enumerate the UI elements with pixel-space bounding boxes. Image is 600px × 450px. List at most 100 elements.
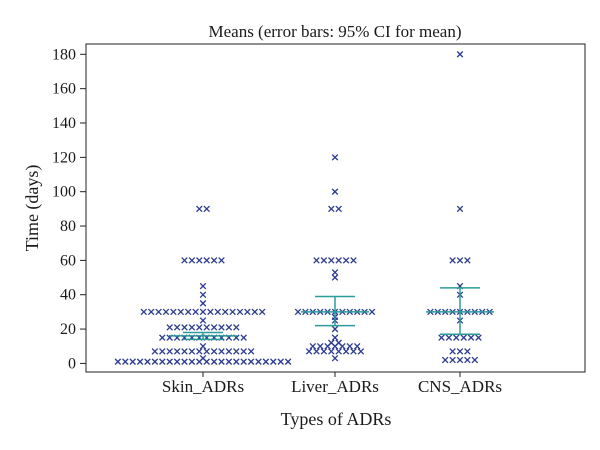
data-point — [441, 356, 449, 364]
data-point — [218, 324, 225, 331]
data-point — [456, 205, 464, 213]
data-point — [357, 348, 365, 355]
data-point — [199, 300, 207, 307]
data-point — [199, 342, 207, 350]
x-axis-label: Types of ADRs — [281, 409, 392, 429]
data-point — [456, 348, 464, 355]
data-point — [313, 348, 320, 355]
data-point — [453, 334, 460, 341]
data-point — [331, 154, 339, 161]
data-point — [181, 348, 188, 355]
data-point — [342, 257, 350, 264]
data-point — [196, 324, 203, 331]
data-point — [368, 308, 376, 316]
y-tick-label: 80 — [60, 218, 76, 235]
data-point — [309, 342, 317, 350]
data-point — [173, 324, 181, 331]
data-point — [277, 358, 284, 365]
data-point — [353, 342, 361, 350]
data-point — [270, 358, 277, 365]
data-point — [203, 348, 210, 355]
data-point — [460, 334, 467, 341]
data-point — [233, 358, 240, 365]
data-point — [151, 358, 159, 365]
data-point — [177, 308, 185, 316]
data-point — [199, 291, 207, 298]
data-point — [331, 188, 339, 195]
data-point — [184, 308, 192, 316]
data-point — [328, 348, 335, 355]
data-point — [192, 308, 199, 316]
data-point — [181, 257, 188, 264]
data-point — [136, 358, 144, 365]
y-tick-label: 60 — [60, 252, 76, 269]
data-point — [438, 334, 445, 341]
data-point — [316, 342, 324, 350]
data-point — [221, 308, 229, 316]
data-point — [225, 348, 233, 355]
data-point — [240, 348, 247, 355]
data-point — [199, 317, 207, 324]
data-point — [210, 324, 218, 331]
data-point — [456, 51, 464, 58]
data-point — [207, 308, 214, 316]
data-point — [210, 358, 218, 365]
data-point — [313, 257, 320, 264]
data-point — [464, 356, 471, 364]
data-point — [475, 334, 482, 341]
data-point — [445, 334, 453, 341]
data-point — [159, 348, 166, 355]
data-point — [335, 257, 342, 264]
data-point — [196, 257, 203, 264]
data-point — [166, 358, 173, 365]
data-point — [467, 334, 475, 341]
data-point — [181, 358, 188, 365]
data-point — [233, 348, 240, 355]
data-point — [159, 358, 166, 365]
ci-marker-1 — [301, 295, 369, 327]
data-point — [233, 324, 240, 331]
ci-marker-0 — [169, 331, 237, 341]
x-tick-label: Liver_ADRs — [291, 377, 379, 396]
data-point — [335, 205, 342, 213]
data-point — [331, 274, 339, 281]
y-tick-label: 180 — [52, 46, 76, 63]
data-point — [225, 358, 233, 365]
data-point — [331, 355, 339, 362]
data-point — [188, 348, 196, 355]
ci-markers — [169, 287, 494, 341]
data-point — [328, 205, 335, 213]
data-point — [173, 358, 181, 365]
data-point — [320, 348, 328, 355]
data-point — [159, 334, 166, 341]
x-tick-label: CNS_ADRs — [418, 377, 502, 396]
data-point — [203, 358, 210, 365]
data-point — [244, 308, 251, 316]
data-point — [199, 282, 207, 290]
y-tick-label: 160 — [52, 81, 76, 98]
data-point — [331, 269, 339, 276]
data-point — [339, 342, 346, 350]
data-point — [170, 308, 177, 316]
data-point — [335, 348, 342, 355]
data-point — [218, 358, 225, 365]
data-point — [214, 308, 222, 316]
data-point — [203, 205, 210, 213]
data-point — [464, 257, 471, 264]
data-point — [196, 205, 203, 213]
data-point — [218, 348, 225, 355]
data-point — [210, 257, 218, 264]
data-point — [324, 342, 331, 350]
data-point — [155, 308, 162, 316]
data-point — [471, 356, 479, 364]
data-point — [188, 257, 196, 264]
data-point — [350, 348, 357, 355]
data-point — [196, 348, 203, 355]
data-point — [284, 358, 292, 365]
data-point — [350, 257, 357, 264]
data-point — [236, 308, 244, 316]
data-point — [147, 308, 155, 316]
x-axis-categories: Skin_ADRs Liver_ADRs CNS_ADRs — [162, 372, 502, 396]
data-point — [129, 358, 136, 365]
